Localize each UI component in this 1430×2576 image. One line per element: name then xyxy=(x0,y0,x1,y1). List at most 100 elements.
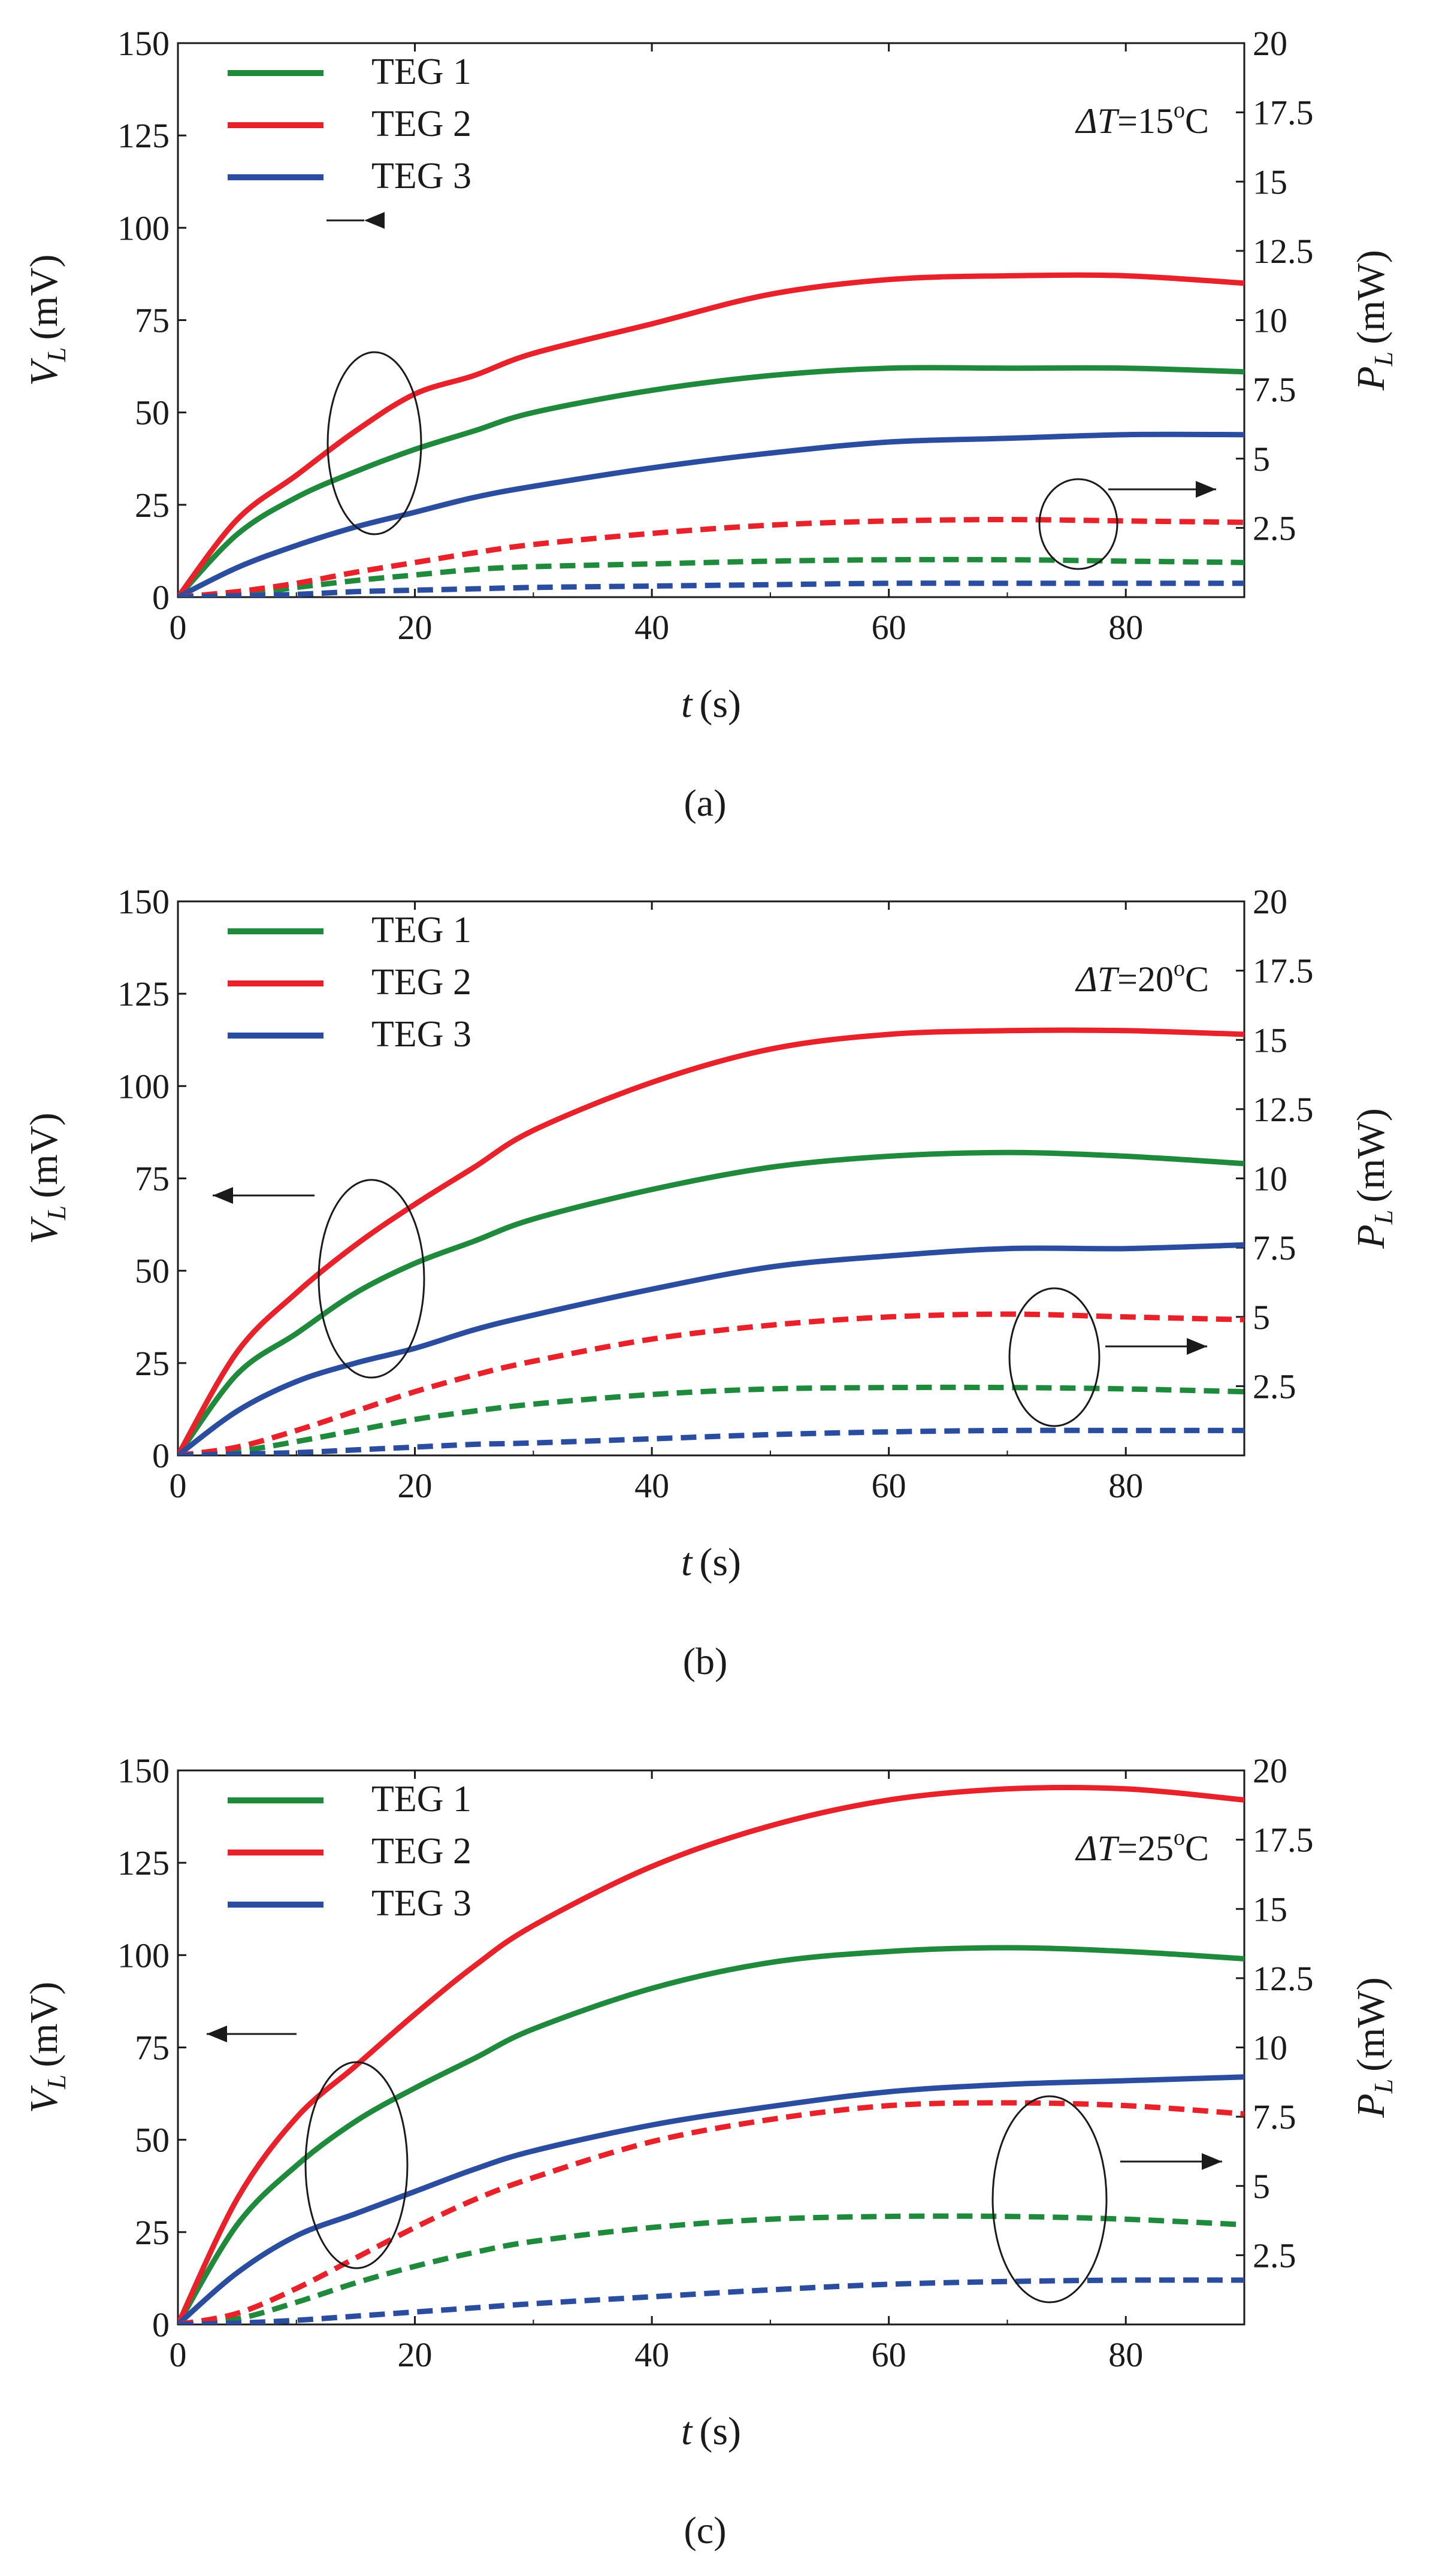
degree-sup: o xyxy=(1174,98,1185,123)
x-tick-label: 20 xyxy=(398,608,433,647)
y-tick-label: 75 xyxy=(135,301,170,340)
series-line-teg-3-voltage xyxy=(178,1242,1244,1455)
legend-label: TEG 3 xyxy=(371,156,471,196)
y2-tick-label: 20 xyxy=(1253,24,1287,63)
left-arrow-head xyxy=(364,212,385,229)
delta-t-symbol: ΔT xyxy=(1075,101,1120,141)
legend-label: TEG 3 xyxy=(371,1883,471,1924)
series-line-teg-1-voltage xyxy=(178,1945,1244,2324)
y2-axis-unit: (mW) xyxy=(1349,1977,1393,2072)
y2-tick-label: 2.5 xyxy=(1253,1367,1296,1406)
right-arrow-head xyxy=(1202,2153,1222,2170)
y2-tick-label: 5 xyxy=(1253,1298,1270,1337)
y2-tick-label: 20 xyxy=(1253,882,1287,921)
y-tick-label: 50 xyxy=(135,1252,170,1291)
series-line-teg-3-voltage xyxy=(178,431,1244,597)
series-line-teg-1-power xyxy=(178,1384,1244,1455)
y-tick-label: 150 xyxy=(117,1751,170,1790)
left-axis-ellipse xyxy=(326,351,422,535)
y-axis-unit: (mV) xyxy=(22,255,66,340)
x-axis-var: t xyxy=(681,682,693,726)
y2-axis-var: P xyxy=(1349,2093,1393,2118)
delta-t-unit: C xyxy=(1185,101,1209,141)
panel-caption: (b) xyxy=(683,1640,728,1682)
y2-tick-label: 7.5 xyxy=(1253,370,1296,409)
x-tick-label: 40 xyxy=(634,1466,669,1505)
left-arrow-head xyxy=(213,1187,233,1204)
left-arrow-head xyxy=(207,2026,227,2042)
y-tick-label: 100 xyxy=(117,208,170,247)
y-tick-label: 50 xyxy=(135,2121,170,2160)
delta-t-value: =15 xyxy=(1117,101,1174,141)
x-tick-label: 80 xyxy=(1108,608,1143,647)
series-line-teg-3-power xyxy=(178,1427,1244,1455)
y-tick-label: 125 xyxy=(117,116,170,155)
y2-tick-label: 7.5 xyxy=(1253,1228,1296,1267)
degree-sup: o xyxy=(1174,1825,1185,1850)
right-arrow-head xyxy=(1196,481,1216,498)
legend-label: TEG 1 xyxy=(371,910,471,951)
x-tick-label: 0 xyxy=(170,608,187,647)
delta-t-symbol: ΔT xyxy=(1075,1829,1120,1868)
y2-axis-unit: (mW) xyxy=(1349,1108,1393,1203)
y-axis-sub: L xyxy=(42,2075,71,2090)
x-tick-label: 80 xyxy=(1108,2335,1143,2374)
y2-axis-sub: L xyxy=(1369,2079,1398,2094)
y2-tick-label: 17.5 xyxy=(1253,1821,1314,1860)
delta-t-annotation: ΔT=20oC xyxy=(1075,956,1209,999)
y2-tick-label: 2.5 xyxy=(1253,2236,1296,2275)
y2-tick-label: 10 xyxy=(1253,2029,1287,2068)
y2-axis-sub: L xyxy=(1369,1210,1398,1225)
x-tick-label: 60 xyxy=(872,608,906,647)
y2-axis-var: P xyxy=(1349,1224,1393,1249)
left-axis-ellipse xyxy=(318,1179,425,1379)
delta-t-unit: C xyxy=(1185,959,1209,999)
x-tick-label: 20 xyxy=(398,1466,433,1505)
y2-tick-label: 7.5 xyxy=(1253,2097,1296,2136)
x-axis-unit: (s) xyxy=(699,682,741,726)
y-axis-label: VL (mV) xyxy=(22,1113,71,1245)
y-tick-label: 125 xyxy=(117,1844,170,1882)
legend-label: TEG 2 xyxy=(371,104,471,144)
series-line-teg-1-power xyxy=(178,2213,1244,2324)
series-line-teg-3-power xyxy=(178,580,1244,597)
legend-label: TEG 3 xyxy=(371,1014,471,1055)
y2-tick-label: 17.5 xyxy=(1253,93,1314,132)
right-axis-ellipse xyxy=(1038,478,1118,570)
legend-label: TEG 1 xyxy=(371,1779,471,1820)
y-tick-label: 150 xyxy=(117,24,170,63)
chart-panel-a: 0 20 40 60 80 0 25 50 75 100 125 150 2.5 5 7.5 10 12.5 15… xyxy=(22,24,1398,824)
y2-tick-label: 15 xyxy=(1253,1890,1287,1929)
series-group xyxy=(178,272,1244,597)
x-axis-label: t (s) xyxy=(681,1540,741,1584)
delta-t-symbol: ΔT xyxy=(1075,959,1120,999)
degree-sup: o xyxy=(1174,956,1185,981)
y-tick-label: 50 xyxy=(135,393,170,432)
y2-tick-label: 17.5 xyxy=(1253,952,1314,991)
legend-label: TEG 1 xyxy=(371,52,471,92)
y2-tick-label: 12.5 xyxy=(1253,1959,1314,1998)
series-line-teg-2-power xyxy=(178,1311,1244,1455)
x-axis-var: t xyxy=(681,2409,693,2453)
y2-tick-label: 5 xyxy=(1253,440,1270,479)
legend-label: TEG 2 xyxy=(371,962,471,1003)
y-tick-label: 75 xyxy=(135,1160,170,1198)
y-axis-label: VL (mV) xyxy=(22,255,71,386)
y-tick-label: 100 xyxy=(117,1936,170,1975)
x-tick-label: 40 xyxy=(634,608,669,647)
y-axis-sub: L xyxy=(42,347,71,362)
y-axis-unit: (mV) xyxy=(22,1982,66,2068)
y-tick-label: 25 xyxy=(135,486,170,525)
series-line-teg-1-voltage xyxy=(178,1149,1244,1455)
y-axis-var: V xyxy=(22,2085,66,2113)
right-arrow-head xyxy=(1187,1338,1207,1355)
right-axis-ellipse xyxy=(991,2095,1108,2303)
legend-label: TEG 2 xyxy=(371,1831,471,1872)
right-axis-ellipse xyxy=(1008,1287,1101,1427)
x-tick-label: 0 xyxy=(170,2335,187,2374)
y2-tick-label: 10 xyxy=(1253,301,1287,340)
series-group xyxy=(178,1027,1244,1455)
left-axis-ellipse xyxy=(304,2061,409,2269)
series-group xyxy=(178,1785,1244,2324)
